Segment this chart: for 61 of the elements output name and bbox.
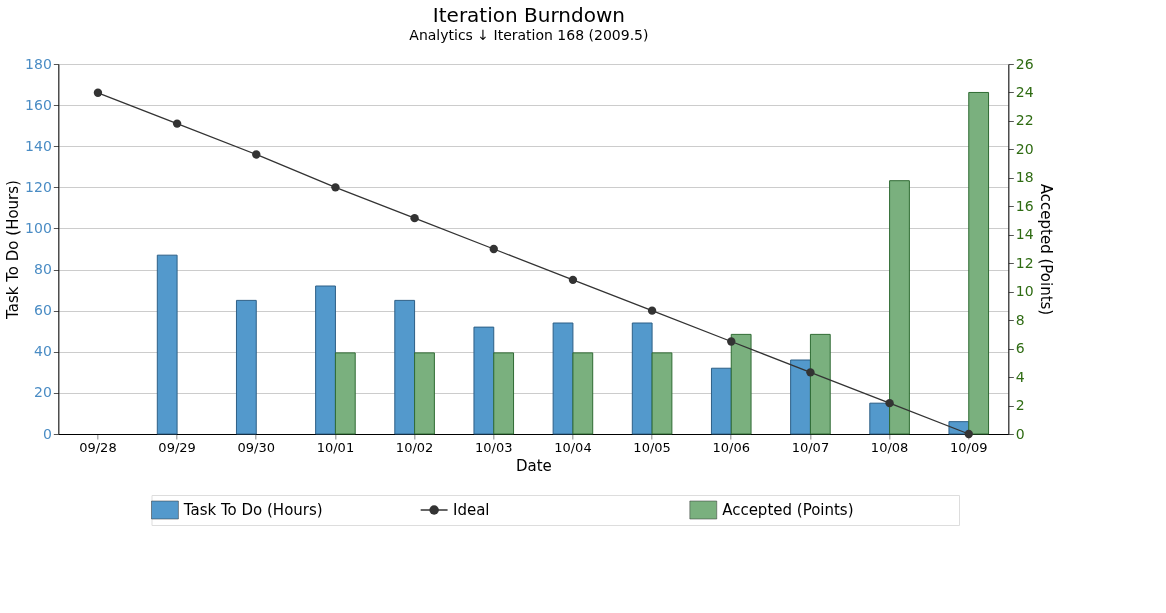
x-tick-label: 10/08 bbox=[870, 439, 909, 455]
point bbox=[489, 244, 498, 254]
bar bbox=[156, 254, 178, 435]
y-tick-label: 180 bbox=[25, 55, 52, 72]
y2-tick-label: 10 bbox=[1015, 283, 1034, 300]
point bbox=[410, 213, 419, 223]
x-tick-label: 10/06 bbox=[712, 439, 750, 455]
y2-axis-title: Accepted (Points) bbox=[1036, 183, 1055, 316]
x-tick-label: 10/04 bbox=[554, 439, 592, 455]
y2-tick-label: 8 bbox=[1015, 311, 1025, 328]
legend-label: Task To Do (Hours) bbox=[182, 501, 323, 519]
x-tick-label: 10/03 bbox=[475, 439, 513, 455]
y2-tick-label: 18 bbox=[1015, 169, 1034, 186]
x-tick-label: 10/01 bbox=[316, 439, 355, 455]
y-tick-label: 80 bbox=[34, 261, 52, 278]
y-axis-title: Task To Do (Hours) bbox=[4, 180, 23, 320]
bar bbox=[968, 91, 990, 435]
x-tick-label: 09/28 bbox=[79, 439, 117, 455]
y2-tick-label: 20 bbox=[1015, 140, 1034, 157]
y-tick-label: 100 bbox=[25, 219, 52, 236]
y-tick-label: 60 bbox=[34, 302, 52, 319]
y2-tick-label: 6 bbox=[1015, 340, 1025, 357]
y2-tick-label: 24 bbox=[1015, 83, 1034, 100]
y2-tick-label: 0 bbox=[1015, 425, 1025, 442]
point bbox=[252, 150, 261, 159]
bar bbox=[235, 299, 257, 435]
y2-tick-label: 14 bbox=[1015, 226, 1034, 243]
legend-label: Ideal bbox=[452, 501, 490, 519]
x-tick-label: 09/30 bbox=[237, 439, 275, 455]
point bbox=[172, 119, 182, 128]
x-tick-label: 10/07 bbox=[791, 439, 830, 455]
y-tick-label: 40 bbox=[34, 343, 52, 360]
y2-tick-label: 16 bbox=[1015, 197, 1034, 214]
chart-title: Iteration Burndown bbox=[432, 2, 625, 27]
point bbox=[568, 275, 578, 285]
y2-tick-label: 4 bbox=[1015, 368, 1025, 385]
y2-tick-label: 22 bbox=[1015, 112, 1034, 129]
y-tick-label: 20 bbox=[34, 384, 52, 401]
point bbox=[647, 306, 657, 315]
y-tick-label: 160 bbox=[25, 96, 52, 113]
point bbox=[93, 88, 103, 97]
y-tick-label: 140 bbox=[25, 137, 52, 154]
point bbox=[885, 398, 894, 408]
y2-tick-label: 12 bbox=[1015, 254, 1034, 271]
bar bbox=[889, 180, 910, 435]
x-axis-title: Date bbox=[515, 456, 552, 475]
y2-tick-label: 26 bbox=[1015, 55, 1034, 72]
y-tick-label: 120 bbox=[25, 178, 52, 195]
point bbox=[727, 337, 736, 346]
point bbox=[331, 183, 340, 192]
x-tick-label: 10/02 bbox=[395, 439, 434, 455]
y-tick-label: 0 bbox=[42, 425, 52, 442]
point bbox=[806, 368, 815, 377]
x-tick-label: 10/09 bbox=[950, 439, 988, 455]
point bbox=[964, 429, 973, 439]
x-tick-label: 09/29 bbox=[158, 439, 196, 455]
legend-label: Accepted (Points) bbox=[722, 501, 854, 519]
bar bbox=[869, 402, 891, 435]
chart-subtitle: Analytics ↓ Iteration 168 (2009.5) bbox=[409, 26, 649, 43]
x-tick-label: 10/05 bbox=[633, 439, 671, 455]
y2-tick-label: 2 bbox=[1015, 397, 1025, 414]
